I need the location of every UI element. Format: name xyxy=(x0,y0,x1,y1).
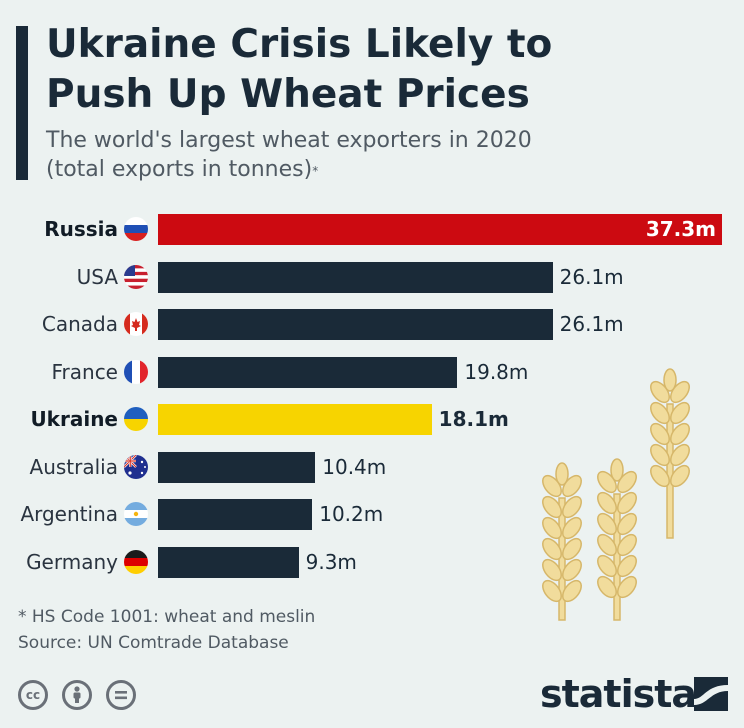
russia-flag-icon xyxy=(124,217,148,241)
france-flag-icon xyxy=(124,359,148,384)
source-text: Source: UN Comtrade Database xyxy=(18,633,289,653)
country-label-russia: Russia xyxy=(44,217,118,241)
person-glyph xyxy=(73,686,81,703)
country-label-usa: USA xyxy=(76,264,118,289)
bar-chart: Russia 37.3m USA 26.1m Canada 26.1m France 19.8… xyxy=(0,200,744,590)
subtitle-footnote-mark: * xyxy=(312,164,319,178)
bar-russia xyxy=(158,214,722,245)
ukraine-flag-icon xyxy=(124,407,148,431)
bar-germany xyxy=(158,546,299,578)
bar-canada xyxy=(158,309,553,340)
value-label-usa: 26.1m xyxy=(559,264,624,289)
title-accent-bar xyxy=(16,26,28,180)
value-label-germany: 9.3m xyxy=(305,549,357,574)
bar-ukraine xyxy=(158,404,432,435)
value-label-france: 19.8m xyxy=(464,359,529,384)
country-label-france: France xyxy=(51,359,118,384)
wheat-illustration xyxy=(542,368,690,621)
statista-mark-icon xyxy=(694,677,728,711)
subtitle-line-2: (total exports in tonnes) xyxy=(46,157,313,182)
creative-commons-icon[interactable]: cc xyxy=(18,680,48,710)
chart-title: Ukraine Crisis Likely to Push Up Wheat P… xyxy=(46,22,553,117)
brand-name: statista xyxy=(540,672,697,716)
country-label-germany: Germany xyxy=(26,549,118,574)
wheat-stalk-middle xyxy=(597,458,637,621)
wheat-stalk-tall xyxy=(650,368,690,539)
canada-flag-icon xyxy=(124,312,148,336)
bar-argentina xyxy=(158,499,313,530)
wheat-stalk-left xyxy=(542,462,582,621)
footnote: * HS Code 1001: wheat and meslin Source:… xyxy=(18,604,315,656)
value-label-canada: 26.1m xyxy=(559,312,624,336)
bar-usa xyxy=(158,261,553,293)
australia-flag-icon xyxy=(124,454,148,479)
value-label-russia: 37.3m xyxy=(645,217,716,241)
equals-glyph xyxy=(115,691,127,700)
country-label-argentina: Argentina xyxy=(20,502,118,526)
bar-australia xyxy=(158,451,316,483)
value-label-australia: 10.4m xyxy=(322,454,387,479)
value-label-argentina: 10.2m xyxy=(319,502,384,526)
country-label-canada: Canada xyxy=(41,312,118,336)
country-label-australia: Australia xyxy=(29,454,118,479)
attribution-icon[interactable] xyxy=(62,680,92,710)
no-derivatives-icon[interactable] xyxy=(106,680,136,710)
footnote-text: * HS Code 1001: wheat and meslin xyxy=(18,607,316,627)
usa-flag-icon xyxy=(124,264,148,289)
country-label-ukraine: Ukraine xyxy=(30,407,118,431)
subtitle-line-1: The world's largest wheat exporters in 2… xyxy=(46,128,532,153)
statista-logo[interactable]: statista xyxy=(540,669,730,719)
chart-subtitle: The world's largest wheat exporters in 2… xyxy=(46,126,532,184)
bar-france xyxy=(158,356,458,388)
argentina-flag-icon xyxy=(124,502,148,526)
germany-flag-icon xyxy=(124,549,148,574)
value-label-ukraine: 18.1m xyxy=(438,407,509,431)
